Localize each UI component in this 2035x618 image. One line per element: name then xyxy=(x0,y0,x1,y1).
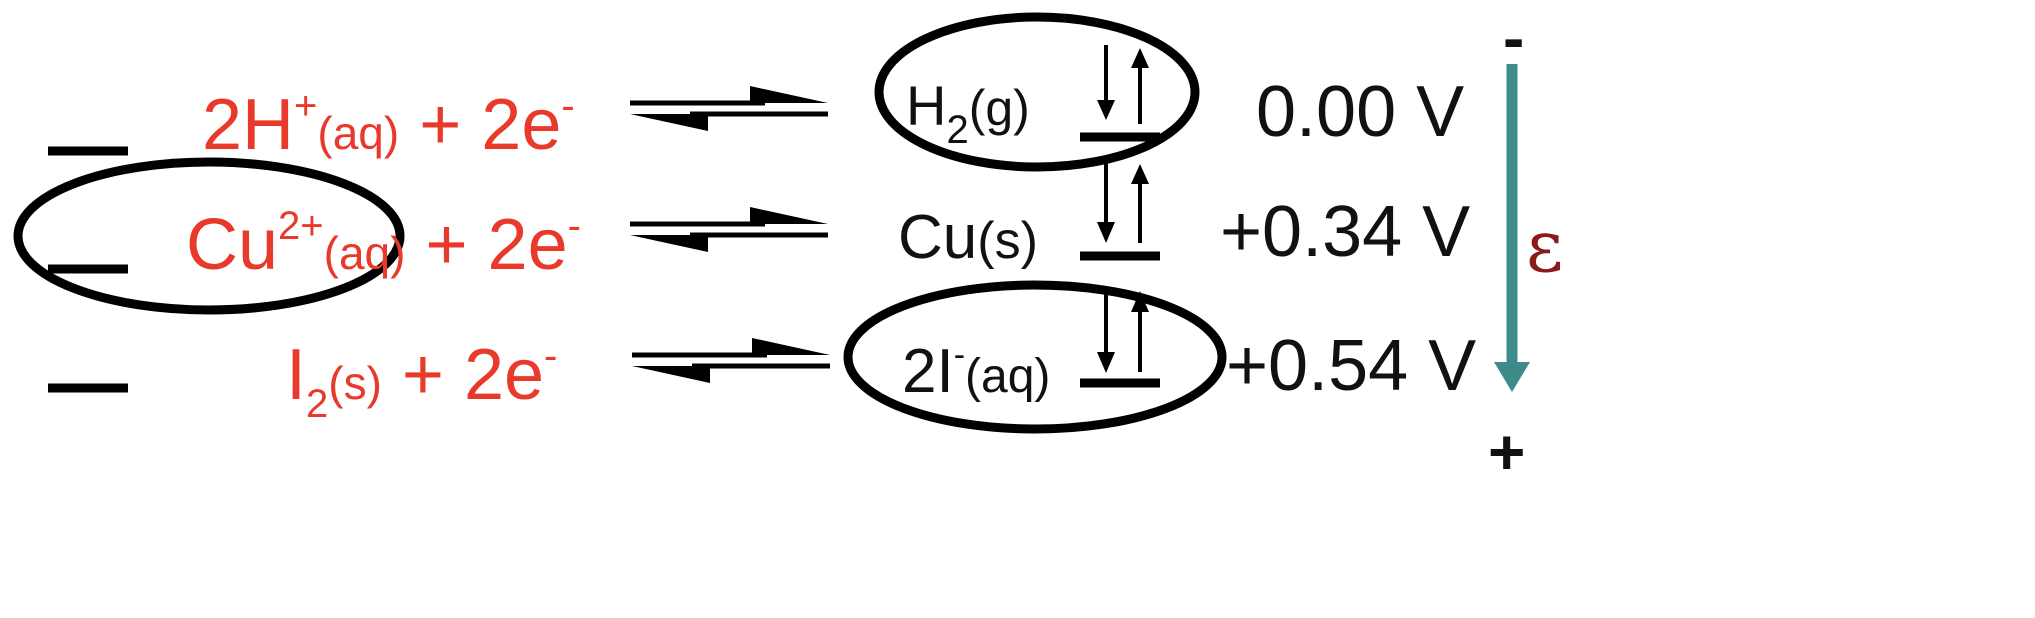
emf-arrow xyxy=(1494,64,1530,392)
potential-h: 0.00 V xyxy=(1256,72,1465,152)
oxidant-cu-state: (aq) xyxy=(323,227,406,279)
oxidant-h-electron-charge: - xyxy=(561,84,575,128)
vertical-arrows-top xyxy=(1097,45,1149,124)
reductant-h2-subscript: 2 xyxy=(946,108,969,152)
oxidant-cu-electron-charge: - xyxy=(567,204,581,248)
reductant-iodide-state: (aq) xyxy=(965,350,1051,403)
potential-cu: +0.34 V xyxy=(1220,192,1471,272)
equilibrium-arrow-cu xyxy=(630,207,828,252)
reductant-iodide-formula: 2I xyxy=(902,337,954,406)
oxidant-h-charge: + xyxy=(294,84,318,128)
reductant-cu-state: (s) xyxy=(977,212,1038,270)
oxidant-i2-subscript: 2 xyxy=(306,382,329,426)
oxidant-i2-electrons: + 2e xyxy=(381,335,545,415)
reductant-cu: Cu(s) xyxy=(898,207,1038,269)
oxidant-i2: I2(s) + 2e- xyxy=(286,336,557,424)
oxidant-h-electrons: + 2e xyxy=(399,85,562,165)
oxidant-i2-electron-charge: - xyxy=(544,334,558,378)
reductant-h2-formula: H xyxy=(906,74,947,137)
ellipse-h2 xyxy=(874,12,1200,172)
polarity-negative: - xyxy=(1503,2,1525,74)
emf-symbol: ε xyxy=(1526,204,1564,288)
vertical-arrows-middle xyxy=(1097,163,1149,243)
equilibrium-arrow-h xyxy=(630,86,828,131)
ellipse-iodide xyxy=(843,280,1227,434)
reductant-cu-formula: Cu xyxy=(898,203,978,272)
oxidant-h-plus: 2H+(aq) + 2e- xyxy=(202,86,575,161)
reductant-iodide: 2I-(aq) xyxy=(902,338,1050,403)
equilibrium-arrow-i xyxy=(632,338,830,383)
reductant-h2: H2(g) xyxy=(906,78,1030,152)
oxidant-cu-formula: Cu xyxy=(186,205,279,285)
oxidant-cu-charge: 2+ xyxy=(278,204,324,248)
oxidant-cu2plus: Cu2+(aq) + 2e- xyxy=(186,206,581,281)
oxidant-cu-electrons: + 2e xyxy=(405,205,568,285)
potential-i: +0.54 V xyxy=(1226,326,1477,406)
oxidant-h-state: (aq) xyxy=(317,107,400,159)
polarity-positive: + xyxy=(1488,416,1526,488)
reductant-h2-state: (g) xyxy=(968,80,1030,136)
oxidant-h-formula: 2H xyxy=(202,85,295,165)
vertical-arrows-bottom xyxy=(1097,290,1149,373)
oxidant-i2-formula: I xyxy=(286,335,307,415)
reductant-iodide-charge: - xyxy=(953,336,966,374)
oxidant-i2-state: (s) xyxy=(328,357,382,409)
ellipse-cu2plus xyxy=(13,157,405,315)
